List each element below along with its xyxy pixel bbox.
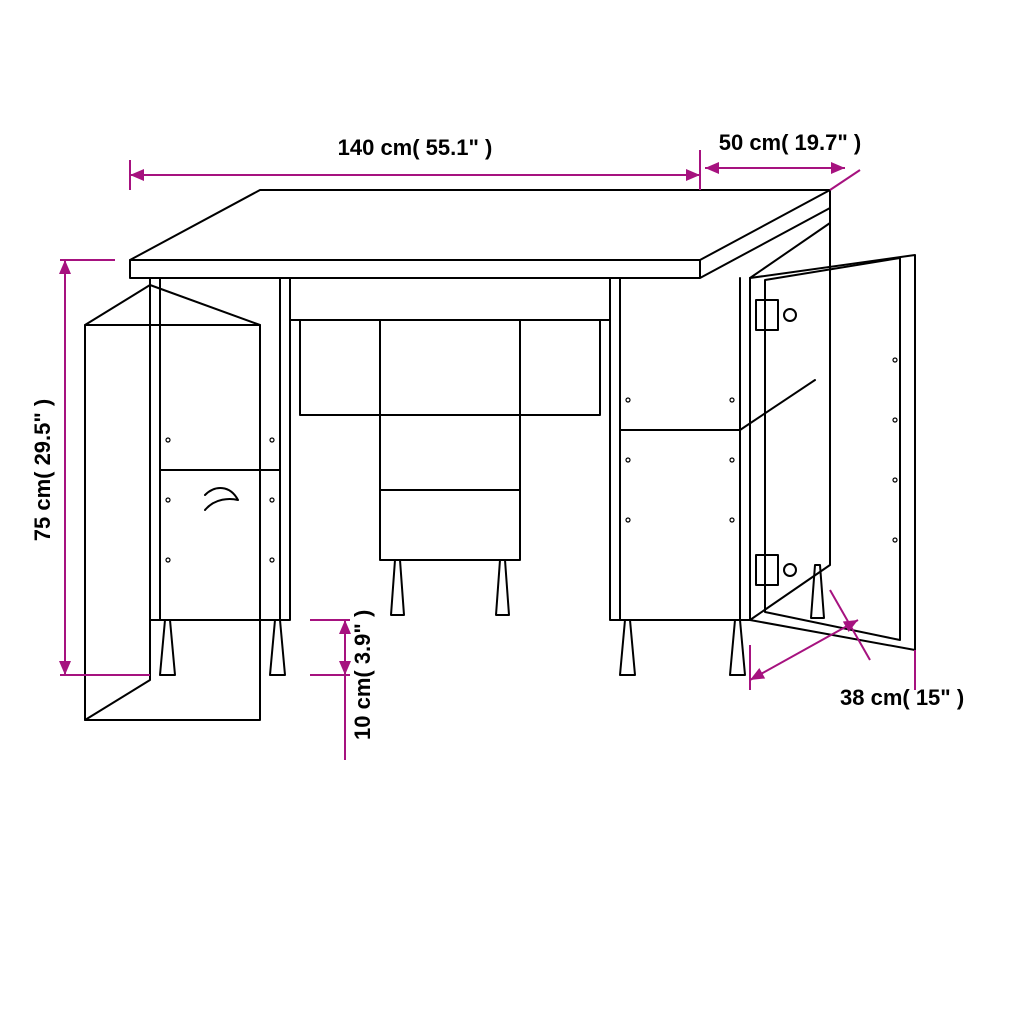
dim-shelf: 38 cm( 15" )	[747, 590, 964, 710]
desk-drawing	[85, 190, 915, 720]
dim-width: 140 cm( 55.1" )	[130, 135, 700, 190]
right-door	[750, 255, 915, 650]
furniture-dimension-diagram: 140 cm( 55.1" ) 50 cm( 19.7" ) 75 cm( 29…	[0, 0, 1024, 1024]
dim-legs-label: 10 cm( 3.9" )	[350, 610, 375, 740]
dim-depth: 50 cm( 19.7" )	[700, 130, 861, 190]
dim-shelf-label: 38 cm( 15" )	[840, 685, 964, 710]
dim-depth-label: 50 cm( 19.7" )	[719, 130, 862, 155]
dim-legs: 10 cm( 3.9" )	[310, 610, 375, 760]
dim-width-label: 140 cm( 55.1" )	[338, 135, 493, 160]
dim-height-label: 75 cm( 29.5" )	[30, 399, 55, 542]
